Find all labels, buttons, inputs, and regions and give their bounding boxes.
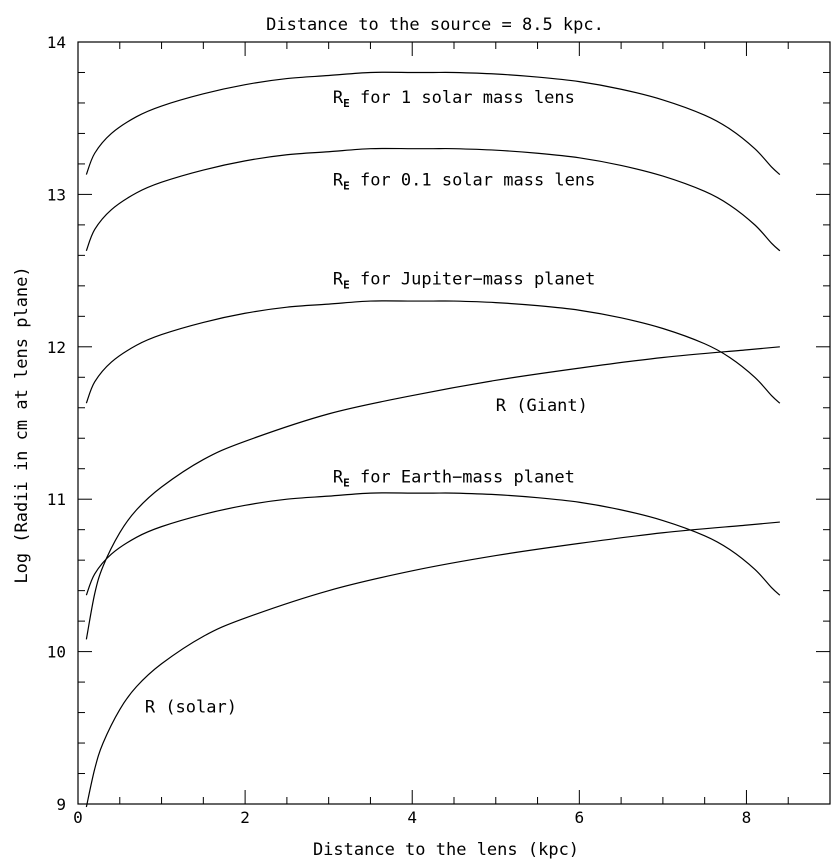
y-tick-label: 13 <box>47 185 66 204</box>
x-tick-label: 4 <box>407 808 417 827</box>
series-line-1 <box>85 147 781 252</box>
x-tick-label: 8 <box>742 808 752 827</box>
series-line-0 <box>85 71 781 176</box>
y-axis-label: Log (Radii in cm at lens plane) <box>12 266 32 583</box>
x-tick-label: 2 <box>240 808 250 827</box>
curve-label-r-giant: R (Giant) <box>496 396 588 416</box>
curve-label-re-jup: RE for Jupiter−mass planet <box>333 269 596 291</box>
curve-labels: RE for 1 solar mass lens RE for 0.1 solar… <box>145 88 596 718</box>
tick-labels: 0 2 4 6 8 9 10 11 12 13 14 <box>47 33 752 827</box>
axis-ticks <box>77 41 831 805</box>
y-tick-label: 10 <box>47 643 66 662</box>
curve-label-re-01: RE for 0.1 solar mass lens <box>333 170 596 192</box>
y-tick-label: 12 <box>47 338 66 357</box>
x-tick-label: 6 <box>575 808 585 827</box>
series-line-3 <box>85 492 781 596</box>
series-line-2 <box>85 300 781 404</box>
x-axis-label: Distance to the lens (kpc) <box>313 840 579 860</box>
y-tick-label: 11 <box>47 490 66 509</box>
series-line-5 <box>85 521 780 808</box>
x-tick-label: 0 <box>73 808 83 827</box>
curve-label-re-earth: RE for Earth−mass planet <box>333 467 575 489</box>
y-tick-label: 14 <box>47 33 66 52</box>
curve-label-re-1: RE for 1 solar mass lens <box>333 88 575 110</box>
chart-title: Distance to the source = 8.5 kpc. <box>266 15 604 35</box>
series-line-4 <box>85 346 780 640</box>
plot-frame <box>77 41 831 805</box>
y-tick-label: 9 <box>56 795 66 814</box>
series-lines <box>85 71 781 808</box>
curve-label-r-solar: R (solar) <box>145 698 237 718</box>
